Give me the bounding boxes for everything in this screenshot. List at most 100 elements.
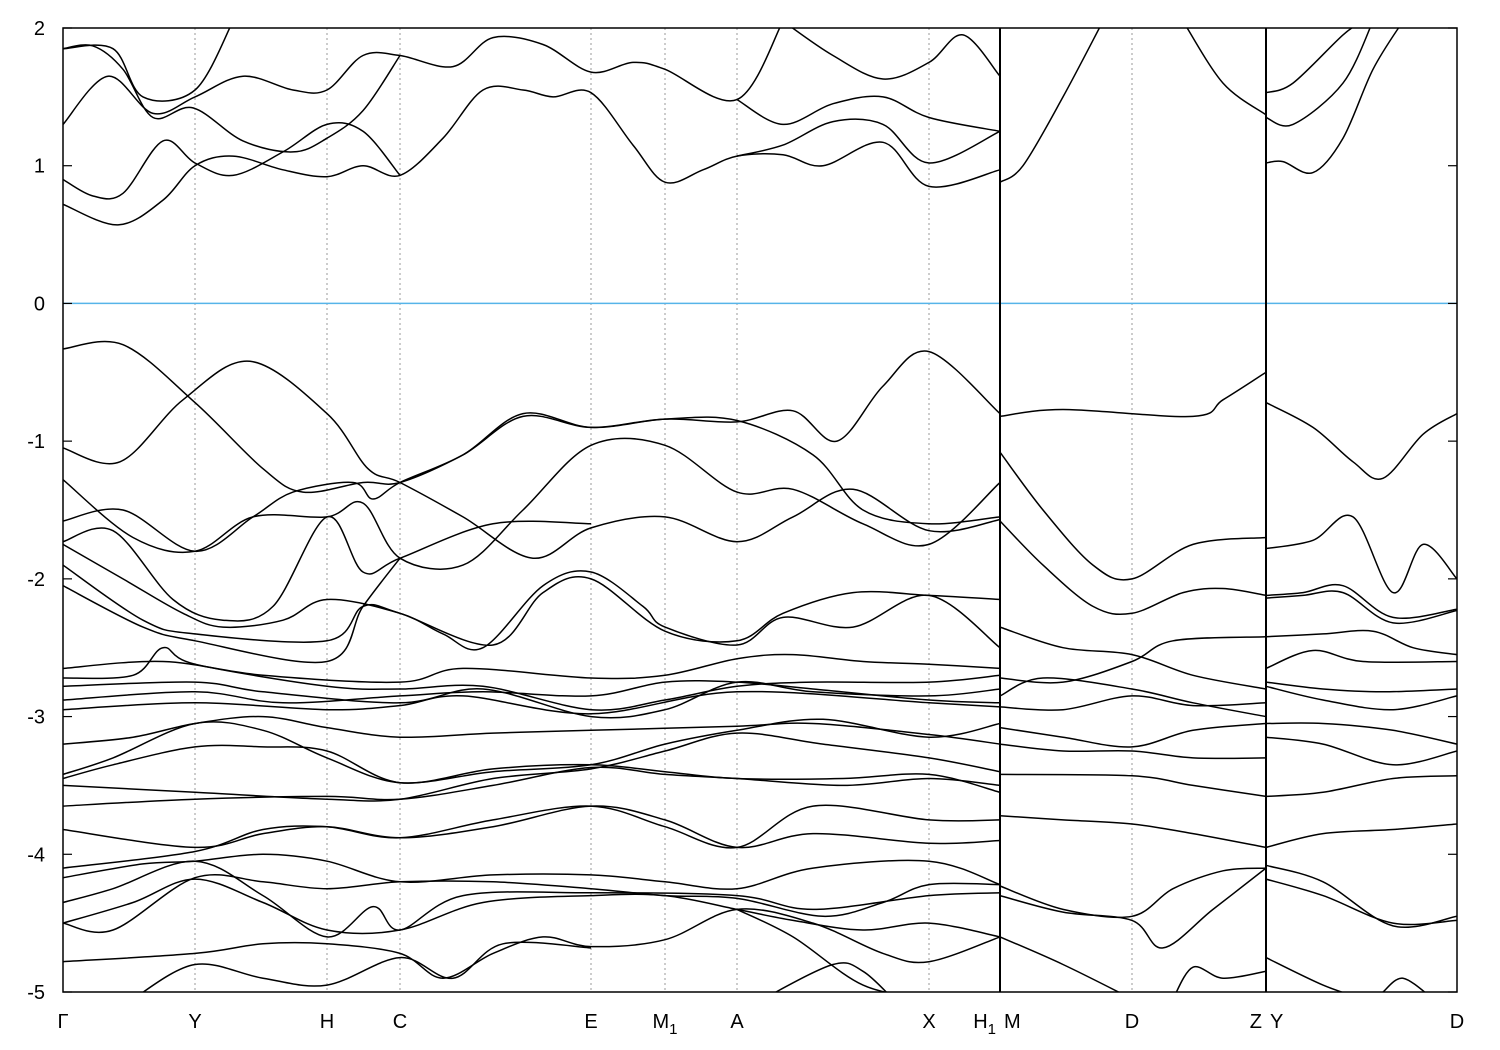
x-tick-label: D [1450, 1011, 1464, 1033]
band-line [63, 557, 401, 664]
x-tick-label: X [922, 1011, 935, 1033]
band-line [63, 860, 1001, 938]
kpoint-gridlines [194, 28, 1133, 992]
x-tick-label: Y [1270, 1011, 1283, 1033]
band-line [1265, 649, 1457, 670]
x-tick-label: E [584, 1011, 597, 1033]
x-tick-label: Y [188, 1011, 201, 1033]
band-line [63, 766, 1001, 807]
band-line [1265, 590, 1457, 625]
band-line [791, 28, 1001, 80]
band-line [999, 28, 1101, 183]
x-tick-label: H1 [973, 1011, 996, 1038]
band-line [999, 520, 1267, 616]
band-line [999, 814, 1267, 849]
band-line [63, 878, 1001, 938]
band-line [736, 908, 888, 992]
y-tick-label: 2 [34, 18, 45, 40]
band-line [999, 867, 1267, 949]
band-line [63, 564, 1001, 646]
band-line [63, 744, 1001, 794]
band-line [1265, 584, 1457, 619]
band-line [63, 516, 592, 622]
x-tick-label: C [393, 1011, 407, 1033]
band-line [1265, 956, 1344, 992]
band-line [1265, 629, 1457, 656]
band-line [1265, 28, 1353, 94]
x-tick-label: Z [1250, 1011, 1262, 1033]
band-line [63, 543, 1001, 651]
bands [63, 28, 1457, 992]
band-line [63, 412, 1001, 553]
band-line [1265, 28, 1400, 175]
band-line [1265, 878, 1457, 926]
band-line [63, 653, 1001, 684]
band-line [774, 962, 888, 992]
band-line [1265, 28, 1371, 127]
band-line [999, 695, 1267, 711]
x-tick-label: A [730, 1011, 744, 1033]
band-line [1265, 736, 1457, 766]
band-line [142, 941, 592, 992]
y-tick-label: 1 [34, 156, 45, 178]
band-line [736, 95, 1001, 133]
band-line [1265, 722, 1457, 745]
band-line [1186, 28, 1267, 116]
band-line [63, 44, 401, 153]
band-line [1265, 685, 1457, 711]
band-line [63, 805, 1001, 849]
band-line [63, 718, 1001, 784]
x-tick-label: M [1004, 1011, 1021, 1033]
band-line [63, 360, 1001, 559]
band-line [63, 908, 1001, 979]
x-tick-label: Γ [57, 1011, 68, 1033]
y-tick-label: -1 [27, 431, 45, 453]
band-line [63, 680, 1001, 704]
x-tick-label: H [320, 1011, 334, 1033]
x-axis: Γ Y H C E M1 A X H1 M D Z Y D [57, 1011, 1464, 1038]
band-line [736, 118, 1001, 164]
y-tick-label: -3 [27, 707, 45, 729]
y-tick-label: 0 [34, 293, 45, 315]
band-line [1175, 965, 1267, 992]
band-line [1265, 823, 1457, 849]
band-line [1265, 514, 1457, 594]
band-line [63, 804, 1001, 869]
band-line [999, 722, 1267, 748]
band-line [1265, 775, 1457, 798]
band-line [63, 122, 401, 200]
band-line [1265, 401, 1457, 481]
plot-frame [62, 27, 1458, 993]
band-line [999, 743, 1267, 760]
band-line [63, 680, 1001, 719]
y-tick-label: -5 [27, 982, 45, 1004]
band-line [63, 340, 1001, 494]
y-tick-label: -4 [27, 844, 45, 866]
band-line [63, 437, 1001, 570]
y-tick-label: -2 [27, 569, 45, 591]
band-line [63, 690, 1001, 715]
band-line [63, 28, 781, 125]
band-line [1265, 681, 1457, 693]
band-line [999, 936, 1121, 992]
band-line [63, 28, 231, 102]
band-line [63, 874, 1001, 934]
band-line [999, 677, 1267, 718]
band-line [1382, 977, 1426, 992]
band-line [999, 626, 1267, 690]
x-tick-label: D [1125, 1011, 1139, 1033]
band-line [999, 635, 1267, 684]
band-line [999, 371, 1267, 418]
band-line [999, 451, 1267, 581]
band-line [63, 732, 1001, 802]
band-line [1265, 864, 1457, 928]
path-breaks [999, 28, 1267, 992]
x-tick-label: M1 [652, 1011, 677, 1038]
band-line [63, 85, 1001, 226]
band-line [999, 773, 1267, 798]
y-axis: 2 1 0 -1 -2 -3 -4 -5 [27, 18, 1457, 1004]
band-line [63, 715, 1001, 745]
band-line [999, 867, 1267, 919]
band-line [63, 646, 1001, 711]
